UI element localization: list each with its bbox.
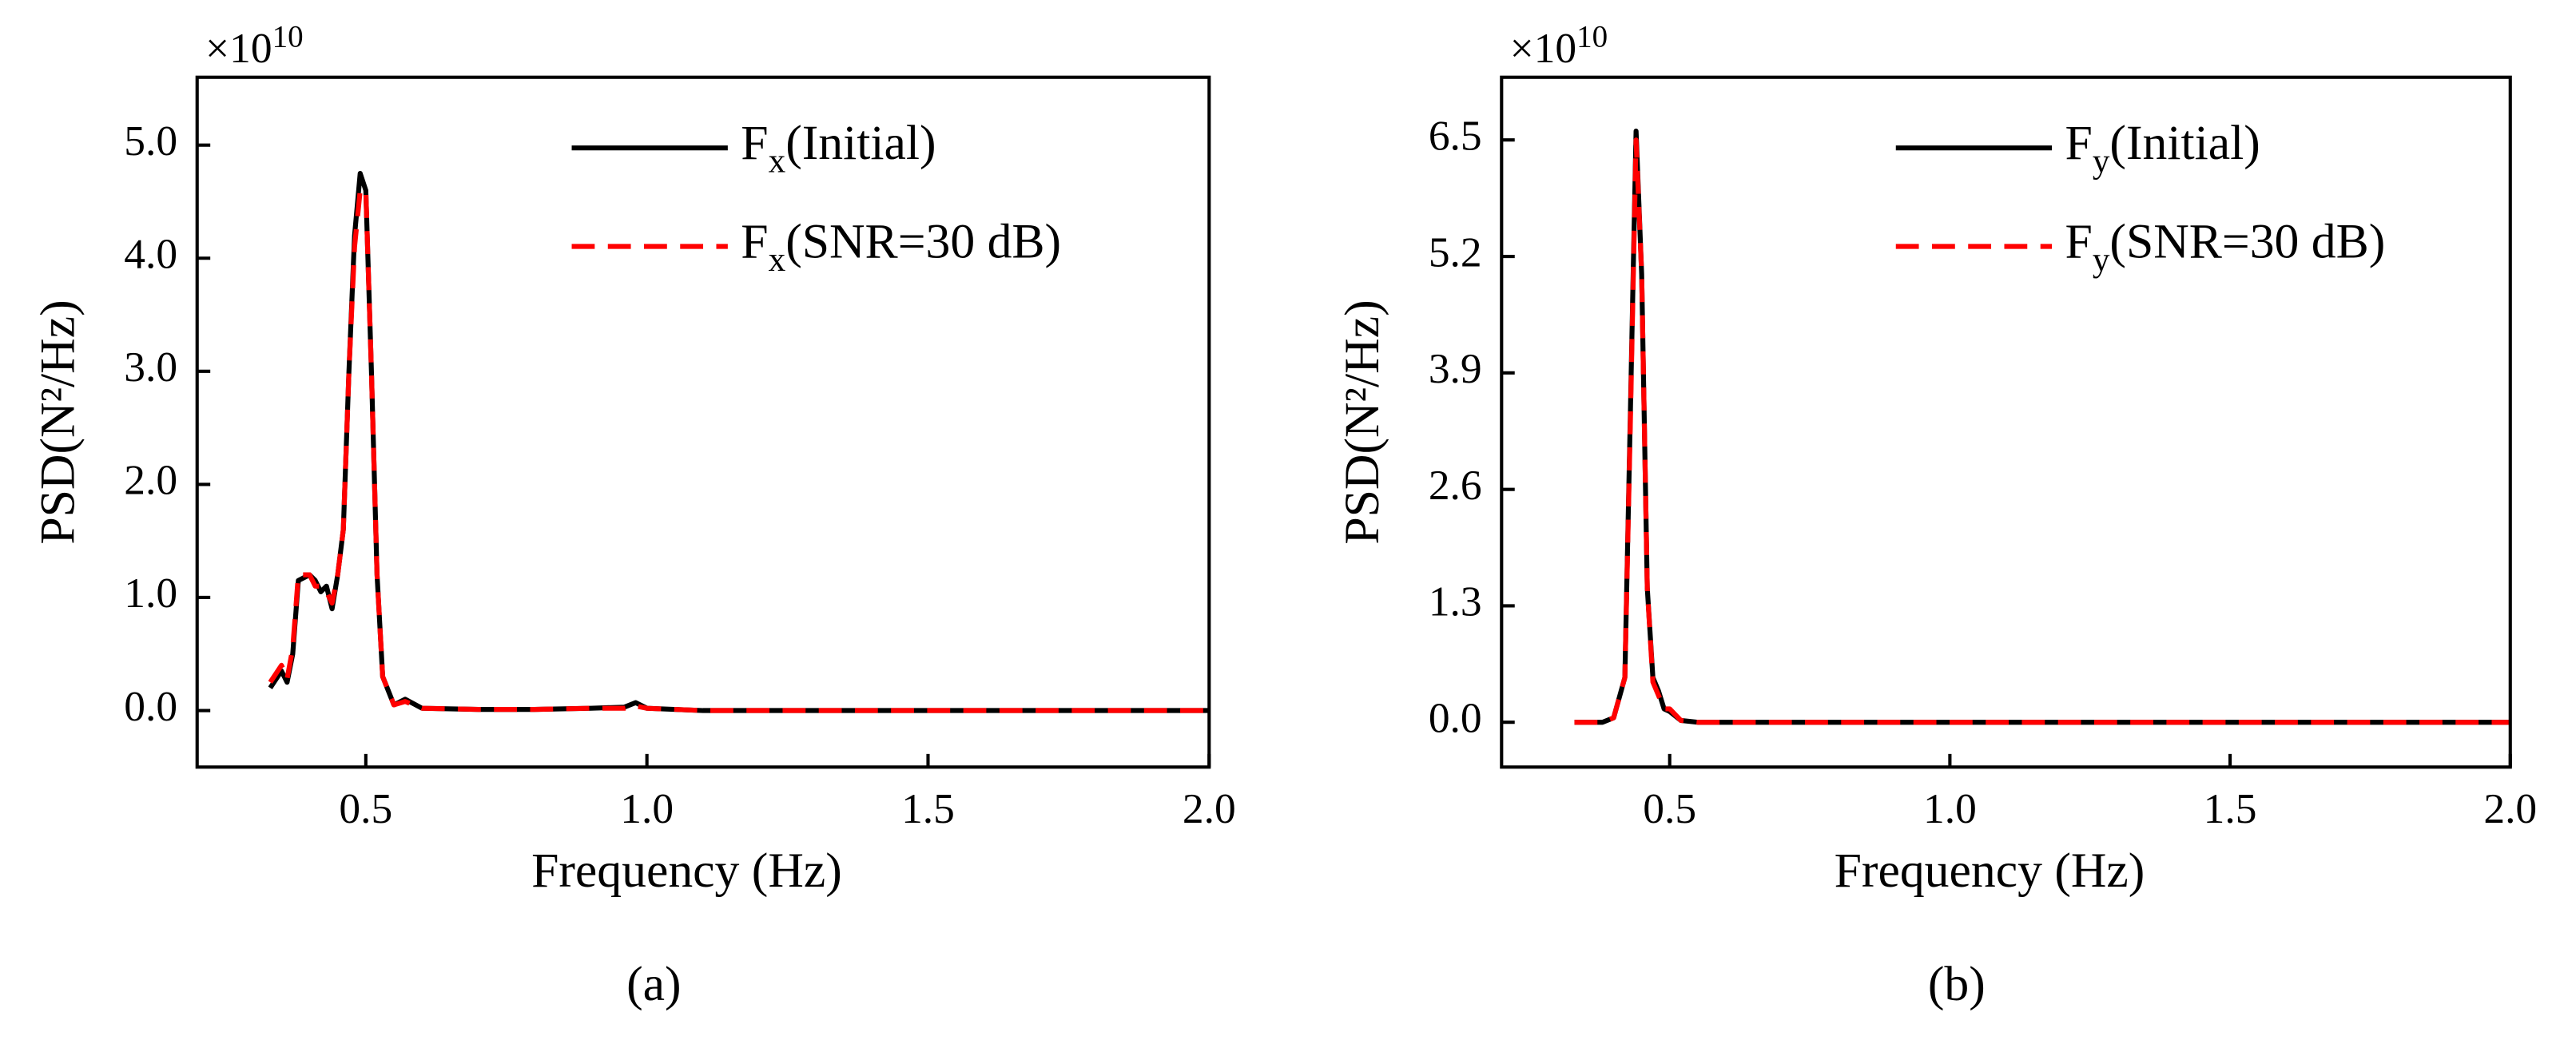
legend-rest: (Initial) — [2109, 116, 2260, 170]
multiplier-base: ×10 — [1510, 24, 1577, 72]
y-tick-label: 5.2 — [1429, 228, 1482, 276]
x-tick-label: 1.5 — [901, 784, 955, 832]
frame — [1500, 75, 2512, 769]
legend-label: Fx(SNR=30 dB) — [741, 215, 1061, 279]
y-tick-label: 3.9 — [1429, 344, 1482, 392]
multiplier-exp: 10 — [272, 19, 304, 54]
legend-sub: y — [2093, 143, 2110, 181]
y-tick-label: 4.0 — [124, 230, 177, 278]
panel-label: (b) — [1928, 957, 1986, 1011]
y-tick-label: 0.0 — [1429, 693, 1482, 741]
panel-label: (a) — [626, 957, 681, 1011]
x-tick-label: 0.5 — [339, 784, 392, 832]
y-axis-label: PSD(N²/Hz) — [1335, 300, 1389, 544]
x-axis-label: Frequency (Hz) — [1835, 844, 2145, 898]
y-tick-label: 3.0 — [124, 343, 177, 391]
y-tick-label: 1.0 — [124, 569, 177, 617]
y-tick-label: 2.6 — [1429, 461, 1482, 509]
multiplier-exp: 10 — [1576, 19, 1608, 54]
legend-name: F — [741, 215, 768, 269]
y-axis-label: PSD(N²/Hz) — [30, 300, 85, 544]
y-tick-label: 0.0 — [124, 682, 177, 730]
y-tick-label: 5.0 — [124, 117, 177, 165]
x-tick-label: 2.0 — [1183, 784, 1236, 832]
legend-rest: (SNR=30 dB) — [2109, 215, 2385, 269]
x-tick-label: 1.0 — [1923, 784, 1977, 832]
legend-sub: x — [769, 143, 786, 181]
x-tick-label: 2.0 — [2483, 784, 2537, 832]
y-tick-label: 1.3 — [1429, 578, 1482, 625]
y-tick-label: 2.0 — [124, 456, 177, 504]
multiplier-base: ×10 — [205, 24, 272, 72]
series-line — [268, 170, 1210, 713]
chart: 0.0 1.0 2.0 3.0 4.0 5.0 0.5 1.0 1.5 2.0 ×1010 Frequ… — [30, 19, 1235, 1011]
legend-label: Fy(SNR=30 dB) — [2065, 215, 2386, 279]
series-line — [1574, 128, 2510, 725]
legend-label: Fx(Initial) — [741, 116, 936, 180]
legend-sub: y — [2093, 241, 2110, 279]
x-axis-label: Frequency (Hz) — [531, 844, 842, 898]
series-line — [268, 188, 1210, 713]
x-tick-label: 0.5 — [1643, 784, 1696, 832]
legend-name: F — [2065, 116, 2093, 170]
legend-name: F — [741, 116, 768, 170]
multiplier: ×1010 — [205, 19, 304, 72]
legend-rest: (Initial) — [785, 116, 936, 170]
y-tick-label: 6.5 — [1429, 112, 1482, 160]
x-tick-label: 1.0 — [620, 784, 674, 832]
legend-rest: (SNR=30 dB) — [785, 215, 1061, 269]
frame — [195, 75, 1211, 769]
chart: 0.0 1.3 2.6 3.9 5.2 6.5 0.5 1.0 1.5 2.0 ×1010 Frequ… — [1335, 19, 2537, 1011]
legend-label: Fy(Initial) — [2065, 116, 2260, 180]
plot — [1574, 128, 2510, 725]
x-tick-label: 1.5 — [2204, 784, 2257, 832]
multiplier: ×1010 — [1510, 19, 1608, 72]
legend-name: F — [2065, 215, 2093, 269]
plot — [268, 170, 1210, 713]
legend-sub: x — [769, 241, 786, 279]
